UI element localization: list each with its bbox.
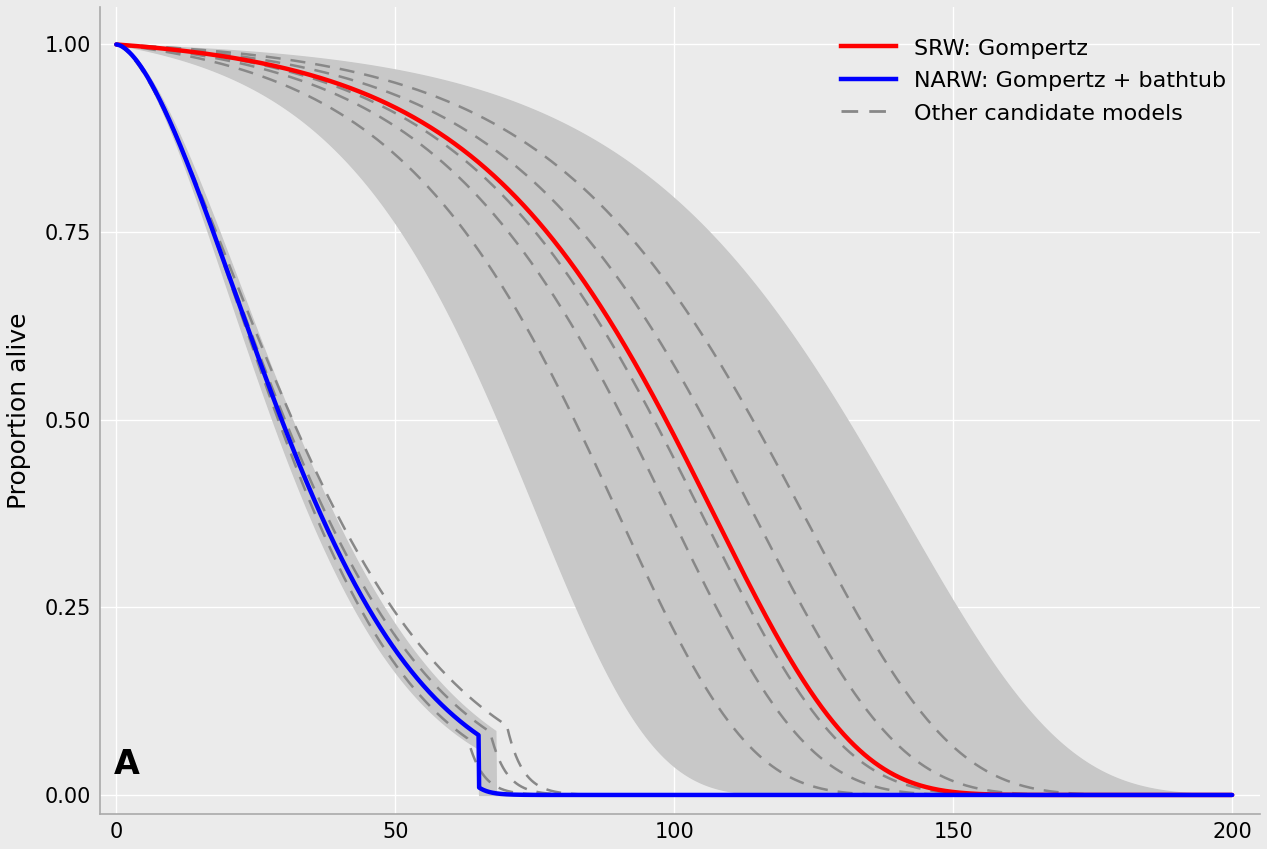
Legend: SRW: Gompertz, NARW: Gompertz + bathtub, Other candidate models: SRW: Gompertz, NARW: Gompertz + bathtub,… [830,26,1238,135]
Text: A: A [114,749,139,781]
Y-axis label: Proportion alive: Proportion alive [6,312,30,509]
